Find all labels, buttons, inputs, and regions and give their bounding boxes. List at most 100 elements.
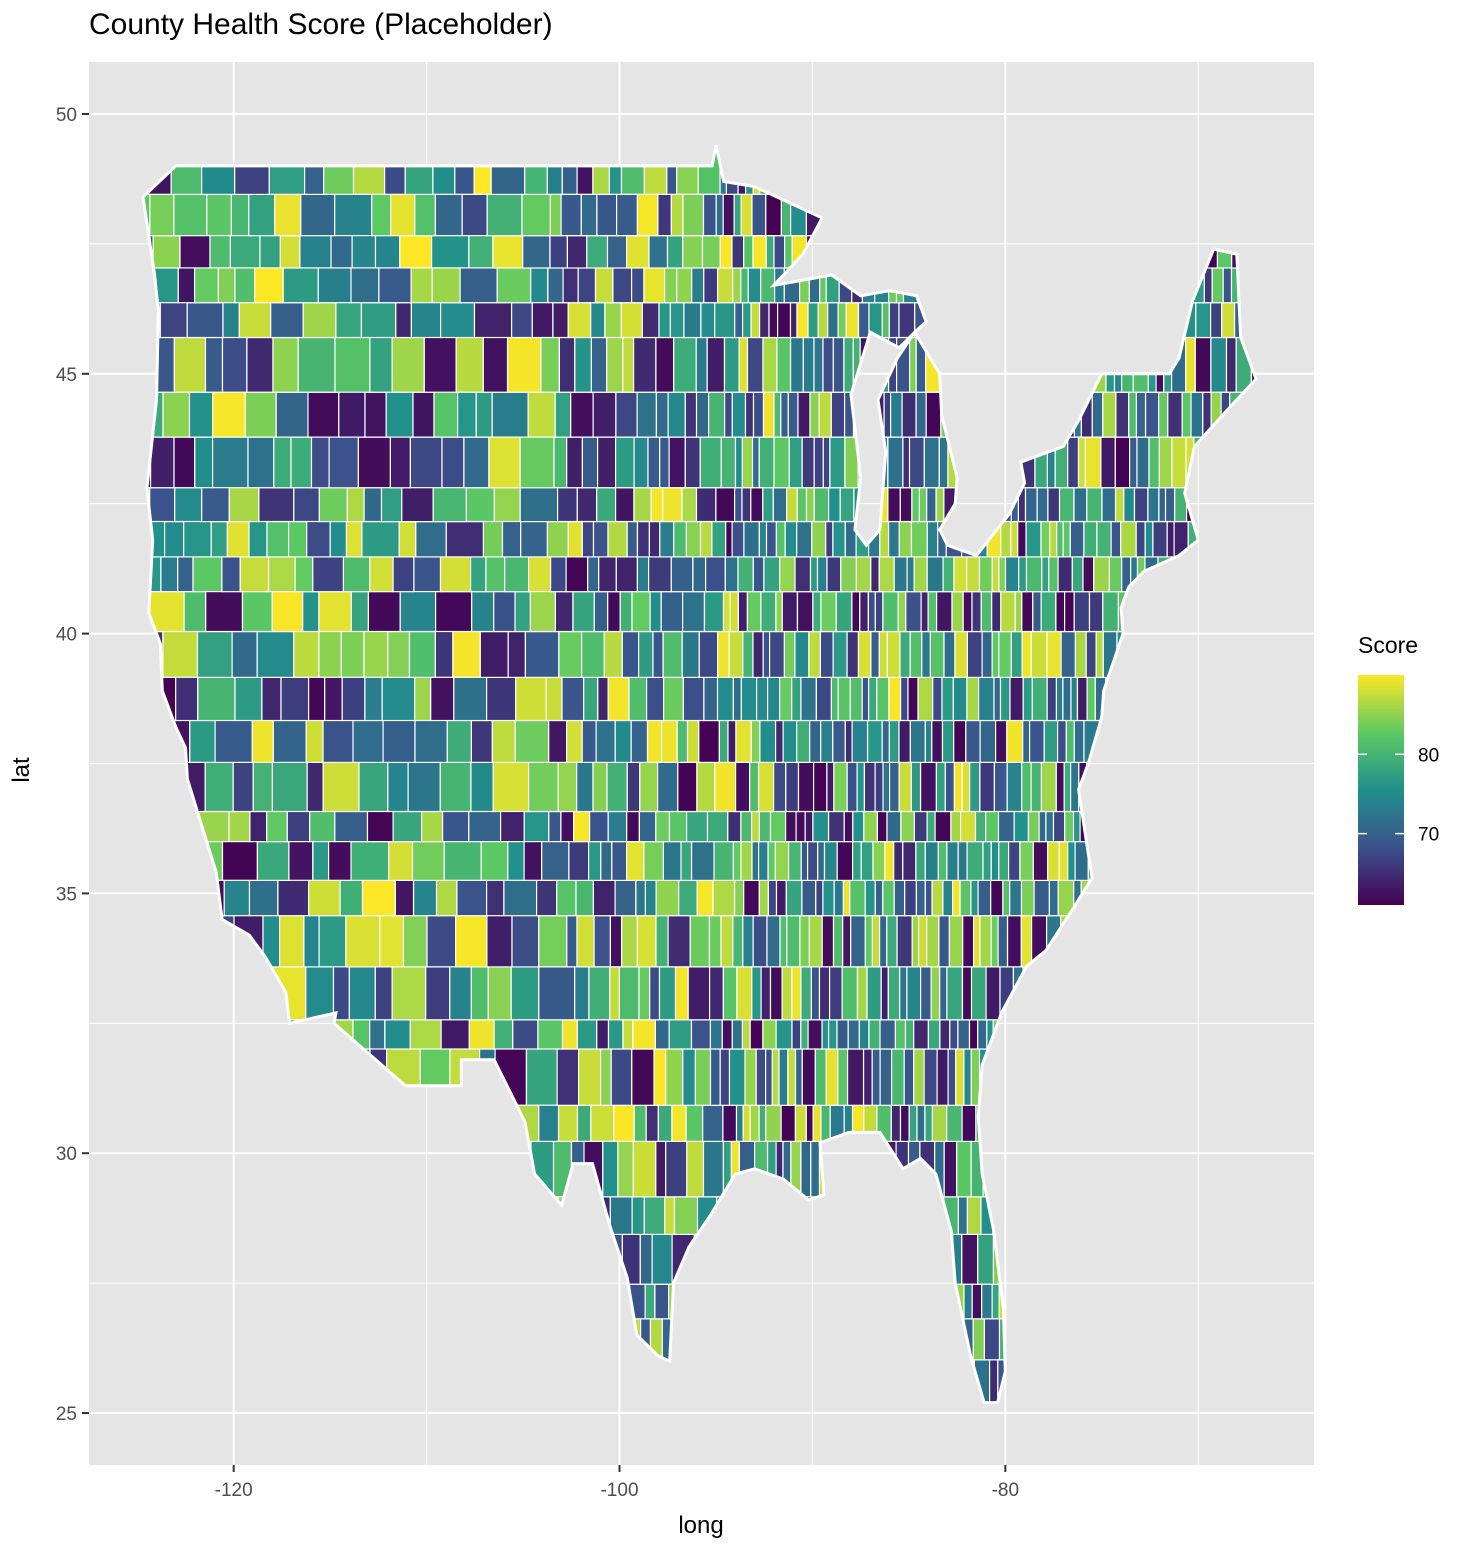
county-tile (864, 914, 873, 968)
county-tile (576, 487, 598, 523)
county-tile (1128, 436, 1138, 489)
county-tile (794, 556, 812, 593)
county-tile (470, 556, 487, 593)
county-tile (504, 556, 530, 593)
county-tile (664, 1196, 675, 1236)
county-tile (796, 487, 808, 523)
county-tile (565, 556, 589, 593)
county-tile (899, 676, 909, 722)
county-tile (991, 1283, 1000, 1320)
county-tile (206, 193, 233, 237)
county-tile (657, 1104, 673, 1143)
county-tile (881, 719, 891, 764)
county-tile (800, 840, 809, 881)
county-tile (599, 1048, 612, 1106)
county-tile (728, 630, 744, 678)
county-tile (1210, 336, 1228, 393)
county-tile (1002, 879, 1011, 917)
county-tile (655, 810, 671, 843)
county-tile (596, 193, 618, 237)
county-tile (720, 914, 734, 968)
county-tile (554, 391, 572, 438)
county-tile (658, 302, 671, 339)
county-tile (789, 336, 804, 393)
county-tile (1158, 487, 1167, 523)
county-tile (1136, 436, 1150, 489)
county-tile (746, 336, 764, 393)
county-tile (970, 879, 979, 917)
county-tile (783, 235, 793, 269)
county-tile (832, 336, 845, 393)
county-tile (809, 556, 819, 593)
county-tile (1144, 520, 1154, 558)
county-tile (822, 879, 835, 917)
county-tile (558, 336, 576, 393)
county-tile (322, 761, 360, 813)
county-tile (632, 1019, 657, 1050)
county-tile (463, 436, 490, 489)
county-tile (297, 336, 336, 393)
county-tile (938, 914, 951, 968)
county-tile (305, 966, 335, 1021)
county-tile (625, 840, 645, 881)
county-tile (1040, 520, 1051, 558)
county-tile (874, 879, 884, 917)
county-tile (408, 630, 436, 678)
county-tile (787, 1048, 797, 1106)
county-tile (791, 966, 802, 1021)
county-tile (647, 556, 672, 593)
county-tile (350, 267, 380, 304)
county-tile (580, 630, 605, 678)
county-tile (813, 336, 824, 393)
county-tile (470, 761, 494, 813)
county-tile (413, 879, 438, 917)
county-tile (750, 487, 764, 523)
county-tile (898, 761, 913, 813)
county-tile (1058, 840, 1069, 881)
county-tile (1069, 761, 1080, 813)
county-tile (560, 193, 582, 237)
county-tile (750, 810, 760, 843)
county-tile (641, 302, 660, 339)
county-tile (650, 487, 664, 523)
county-tile (957, 1019, 971, 1050)
county-tile (272, 719, 307, 764)
county-tile (743, 235, 754, 269)
county-tile (668, 810, 688, 843)
county-tile (953, 556, 968, 593)
county-tile (812, 810, 830, 843)
county-tile (548, 810, 562, 843)
county-tile (785, 761, 800, 813)
county-tile (850, 914, 867, 968)
county-tile (1020, 914, 1033, 968)
county-tile (659, 436, 670, 489)
county-tile (1147, 487, 1160, 523)
county-tile (719, 1048, 731, 1106)
county-tile (445, 520, 485, 558)
county-tile (752, 914, 768, 968)
county-tile (1040, 761, 1057, 813)
county-tile (614, 719, 632, 764)
county-tile (921, 630, 931, 678)
county-tile (805, 1104, 814, 1143)
county-tile (742, 914, 754, 968)
county-tile (357, 436, 391, 489)
county-tile (714, 302, 736, 339)
county-tile (522, 235, 551, 269)
county-tile (152, 235, 181, 269)
county-tile (924, 719, 933, 764)
county-tile (776, 302, 792, 339)
county-tile (952, 676, 968, 722)
county-tile (742, 1104, 751, 1143)
county-tile (716, 267, 734, 304)
county-tile (657, 193, 672, 237)
county-tile (1006, 914, 1022, 968)
county-tile (566, 914, 578, 968)
county-tile (621, 630, 640, 678)
county-tile (614, 879, 637, 917)
county-tile (890, 1048, 905, 1106)
county-tile (919, 966, 932, 1021)
county-tile (662, 676, 684, 722)
county-tile (621, 914, 639, 968)
county-tile (682, 193, 705, 237)
